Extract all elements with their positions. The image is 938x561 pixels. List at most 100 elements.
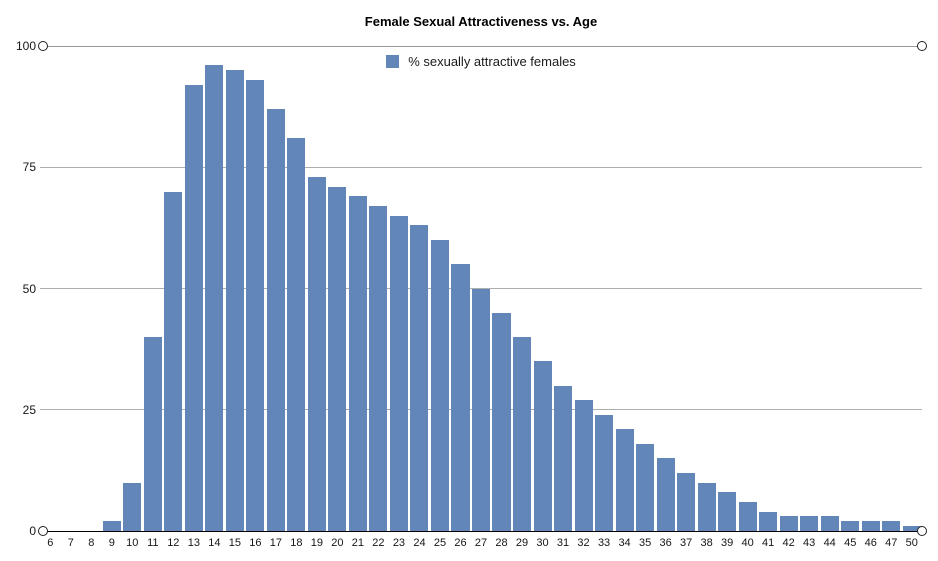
legend: % sexually attractive females — [40, 53, 922, 69]
x-tick-label-18: 18 — [290, 537, 303, 549]
bar-age-25 — [430, 240, 449, 531]
x-tick-label-39: 39 — [721, 537, 734, 549]
gridline-100 — [40, 45, 922, 47]
x-tick-label-23: 23 — [392, 537, 406, 549]
bar-age-43 — [800, 516, 819, 531]
bar-age-27 — [471, 288, 491, 531]
y-tick-label-50: 50 — [22, 281, 36, 296]
bar-age-46 — [861, 521, 880, 531]
bar-age-35 — [636, 443, 655, 531]
bar-age-16 — [246, 79, 265, 531]
x-tick-label-20: 20 — [331, 537, 344, 549]
bar-age-11 — [143, 337, 162, 531]
x-tick-label-44: 44 — [823, 537, 836, 549]
x-tick-label-38: 38 — [700, 537, 713, 549]
x-tick-label-35: 35 — [638, 537, 652, 549]
x-tick-label-17: 17 — [269, 537, 282, 549]
x-tick-label-27: 27 — [474, 537, 488, 549]
bar-age-13 — [184, 84, 203, 531]
x-tick-label-10: 10 — [126, 537, 139, 549]
plot-area — [38, 41, 927, 536]
bar-age-50 — [902, 526, 921, 531]
x-tick-label-6: 6 — [47, 537, 54, 549]
bar-age-17 — [266, 109, 285, 531]
legend-label: % sexually attractive females — [408, 53, 576, 69]
x-axis-labels: 6 7 8 9 10 11 12 13 14 15 16 17 18 19 20 21 22 23 24 25 26 27… — [40, 537, 922, 551]
x-tick-label-13: 13 — [187, 537, 200, 549]
bar-age-23 — [389, 215, 408, 531]
gridline-0 — [40, 530, 922, 532]
x-tick-label-21: 21 — [351, 537, 365, 549]
y-tick-label-25: 25 — [22, 402, 36, 417]
bar-age-36 — [656, 458, 675, 531]
bar-age-47 — [882, 521, 901, 531]
x-tick-label-41: 41 — [762, 537, 775, 549]
x-tick-label-12: 12 — [167, 537, 180, 549]
bar-age-37 — [677, 472, 696, 531]
x-tick-label-19: 19 — [310, 537, 324, 549]
y-axis-labels: 0 25 50 75 100 — [0, 39, 36, 538]
x-tick-label-50: 50 — [905, 537, 918, 549]
chart-title: Female Sexual Attractiveness vs. Age — [364, 14, 598, 29]
bar-age-19 — [307, 176, 326, 531]
bar-age-20 — [328, 186, 347, 531]
legend-swatch — [386, 54, 400, 68]
bar-age-42 — [779, 516, 798, 531]
x-tick-label-26: 26 — [454, 537, 467, 549]
x-tick-label-24: 24 — [413, 537, 426, 549]
y-tick-label-0: 0 — [29, 524, 36, 538]
axis-endpoint-marker-top-left — [38, 41, 48, 51]
axis-endpoint-marker-bottom-left — [38, 526, 48, 536]
x-tick-label-29: 29 — [515, 537, 529, 549]
x-tick-label-7: 7 — [67, 537, 74, 549]
y-tick-label-75: 75 — [22, 160, 36, 175]
x-tick-label-45: 45 — [844, 537, 857, 549]
bar-age-41 — [759, 511, 778, 531]
bar-age-14 — [205, 65, 224, 531]
x-tick-label-36: 36 — [659, 537, 672, 549]
x-tick-label-33: 33 — [597, 537, 611, 549]
x-tick-label-42: 42 — [782, 537, 795, 549]
x-tick-label-14: 14 — [208, 537, 221, 549]
x-tick-label-15: 15 — [228, 537, 241, 549]
axis-endpoint-marker-bottom-right — [917, 526, 927, 536]
bar-age-38 — [697, 482, 716, 531]
x-tick-label-37: 37 — [679, 537, 693, 549]
x-tick-label-30: 30 — [536, 537, 549, 549]
bar-age-45 — [841, 521, 860, 531]
axis-endpoint-marker-top-right — [917, 41, 927, 51]
bar-age-18 — [287, 138, 306, 531]
bar-age-9 — [102, 521, 121, 531]
x-tick-label-11: 11 — [147, 537, 159, 549]
x-tick-label-22: 22 — [372, 537, 385, 549]
y-tick-label-100: 100 — [15, 39, 36, 53]
bar-age-40 — [738, 501, 757, 531]
bar-age-21 — [348, 196, 367, 531]
x-tick-label-16: 16 — [249, 537, 262, 549]
bar-age-22 — [369, 206, 388, 531]
bar-age-39 — [718, 492, 737, 531]
bar-age-33 — [595, 414, 614, 531]
bar-age-26 — [451, 264, 470, 531]
x-tick-label-9: 9 — [108, 537, 115, 549]
bar-age-31 — [554, 385, 573, 531]
x-tick-label-8: 8 — [88, 537, 95, 549]
x-tick-label-31: 31 — [556, 537, 570, 549]
x-tick-label-40: 40 — [741, 537, 754, 549]
bar-age-10 — [123, 482, 142, 531]
x-tick-label-28: 28 — [495, 537, 508, 549]
x-tick-label-43: 43 — [803, 537, 816, 549]
bar-age-28 — [492, 312, 511, 531]
x-tick-label-34: 34 — [618, 537, 631, 549]
x-tick-label-32: 32 — [577, 537, 590, 549]
bar-age-29 — [512, 337, 532, 531]
bar-age-44 — [820, 516, 839, 531]
bar-age-24 — [410, 225, 429, 531]
bar-age-15 — [225, 70, 244, 531]
x-tick-label-46: 46 — [864, 537, 877, 549]
bar-age-30 — [533, 361, 552, 531]
bar-age-34 — [615, 429, 634, 531]
bar-age-32 — [574, 400, 593, 531]
x-tick-label-47: 47 — [885, 537, 898, 549]
